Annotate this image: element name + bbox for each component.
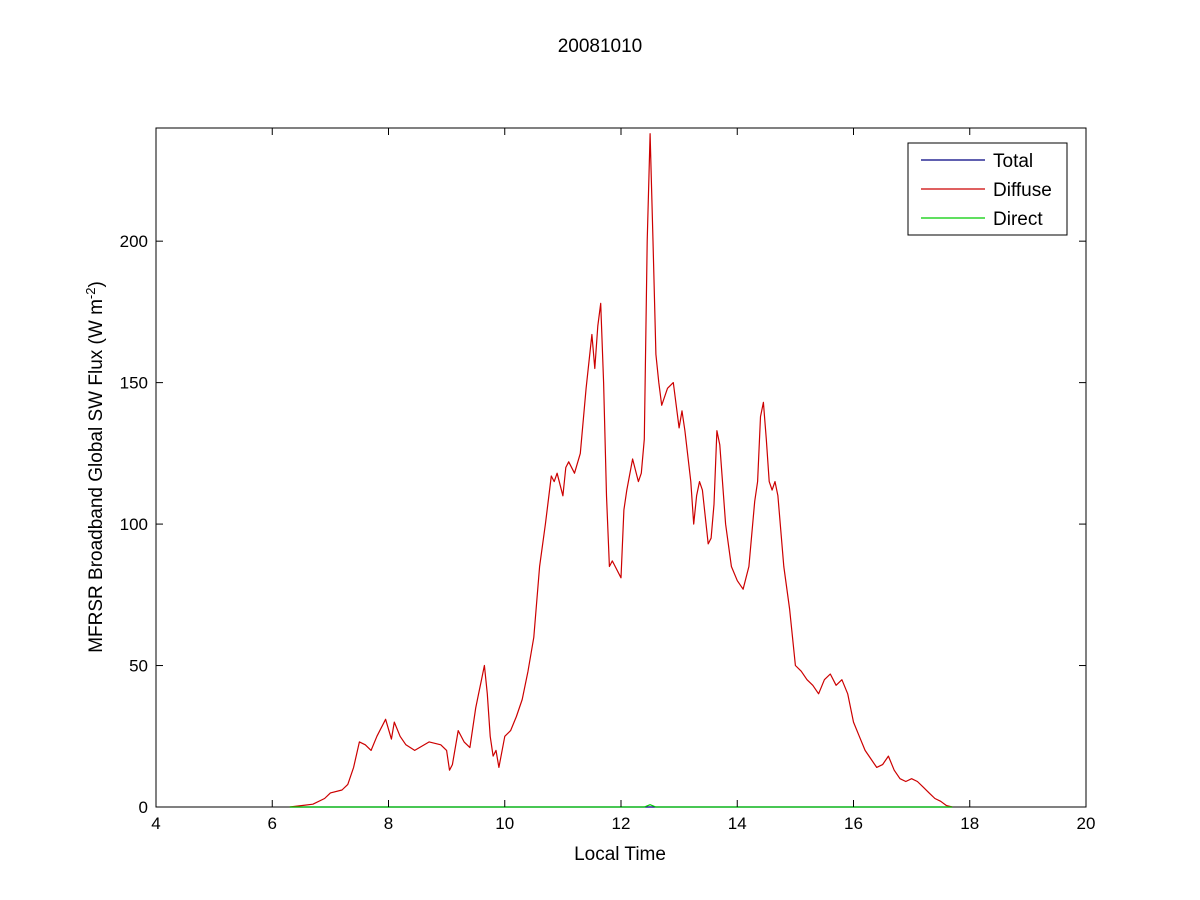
y-tick-label: 100: [120, 515, 148, 534]
x-tick-label: 20: [1077, 814, 1096, 833]
y-tick-label: 200: [120, 232, 148, 251]
series-line-direct: [289, 804, 953, 808]
y-tick-label: 0: [139, 798, 148, 817]
x-tick-label: 10: [495, 814, 514, 833]
x-tick-label: 4: [151, 814, 160, 833]
y-axis-label-superscript: -2: [83, 288, 98, 300]
x-tick-label: 18: [960, 814, 979, 833]
y-axis-label-close: ): [86, 281, 107, 287]
x-tick-label: 14: [728, 814, 747, 833]
y-axis-label: MFRSR Broadband Global SW Flux (W m-2): [83, 281, 107, 653]
legend-label-direct: Direct: [993, 209, 1043, 230]
y-tick-label: 150: [120, 374, 148, 393]
x-tick-label: 12: [612, 814, 631, 833]
legend-label-diffuse: Diffuse: [993, 180, 1052, 201]
series-line-diffuse: [289, 133, 953, 808]
x-tick-label: 16: [844, 814, 863, 833]
x-tick-label: 6: [268, 814, 277, 833]
x-tick-label: 8: [384, 814, 393, 833]
legend: Total Diffuse Direct: [907, 142, 1068, 236]
legend-label-total: Total: [993, 151, 1033, 172]
y-axis-label-main: MFRSR Broadband Global SW Flux (W m: [86, 299, 107, 653]
x-axis-label: Local Time: [574, 844, 666, 865]
y-tick-label: 50: [129, 657, 148, 676]
plot-area: [155, 127, 1087, 808]
chart-title: 20081010: [558, 36, 643, 57]
